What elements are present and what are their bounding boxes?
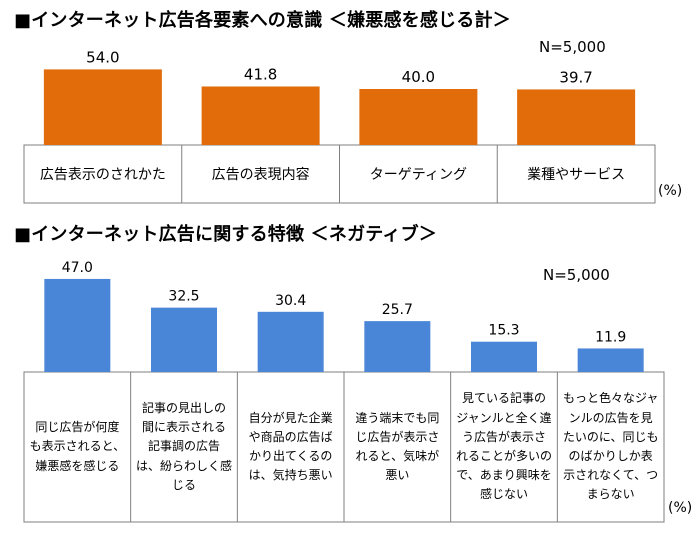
chart2-category-label-6: もっと色々なジャ ンルの広告を見 たいのに、同じも のばかりしか表 示されなくて、つ まら… <box>562 391 659 502</box>
chart1-category-label-1: 広告表示のされかた <box>40 167 166 183</box>
chart2-value-label-6: 11.9 <box>595 329 626 345</box>
chart2-value-label-3: 30.4 <box>275 293 306 309</box>
chart2-bar-5 <box>471 341 537 372</box>
chart2-bar-2 <box>151 307 217 372</box>
chart1-category-label-4: 業種やサービス <box>527 167 625 183</box>
chart2-bar-3 <box>257 311 324 372</box>
chart1-unit: (%) <box>658 183 683 199</box>
chart2-category-label-3: 自分が見た企業 や商品の広告ば かり出てくるの は、気持ち悪い <box>248 410 333 483</box>
chart1-value-label-4: 39.7 <box>559 68 592 86</box>
chart2-category-label-5: 見ている記事の ジャンルと全く違 う広告が表示さ れることが多いの で、あまり興味を 感じ… <box>455 391 552 502</box>
chart2-title: ■インターネット広告に関する特徴 ＜ネガティブ＞ <box>14 224 437 245</box>
chart1-category-label-2: 広告の表現内容 <box>212 166 310 183</box>
chart2-bar-1 <box>44 278 111 372</box>
chart2-bar-4 <box>364 321 431 372</box>
chart1-bar-1 <box>43 69 162 145</box>
chart2-category-label-2: 記事の見出しの 間に表示される 記事調の広告 は、紛らわしく感 じる <box>135 401 232 492</box>
chart1-bar-3 <box>359 89 478 145</box>
chart1-category-label-3: ターゲティング <box>370 167 467 183</box>
chart2-value-label-2: 32.5 <box>168 289 199 305</box>
chart1-bar-4 <box>517 89 636 145</box>
chart2-sample-note: N=5,000 <box>543 266 610 284</box>
chart1-title: ■インターネット広告各要素への意識 ＜嫌悪感を感じる計＞ <box>14 10 511 31</box>
chart2-bar-6 <box>577 348 644 372</box>
chart2-category-label-1: 同じ広告が何度 も表示されると、 嫌悪感を感じる <box>29 420 126 473</box>
chart2-value-label-1: 47.0 <box>62 260 93 276</box>
chart2-unit: (%) <box>668 500 693 516</box>
chart1-bar-2 <box>201 86 320 145</box>
chart1-sample-note: N=5,000 <box>539 38 606 56</box>
chart2-value-label-5: 15.3 <box>488 323 519 339</box>
chart1-value-label-3: 40.0 <box>402 68 435 86</box>
chart1-value-label-1: 54.0 <box>86 48 119 66</box>
chart1-value-label-2: 41.8 <box>244 65 277 83</box>
chart2-category-label-4: 違う端末でも同 じ広告が表示さ れると、気味が 悪い <box>355 410 440 483</box>
chart2-value-label-4: 25.7 <box>382 302 413 318</box>
